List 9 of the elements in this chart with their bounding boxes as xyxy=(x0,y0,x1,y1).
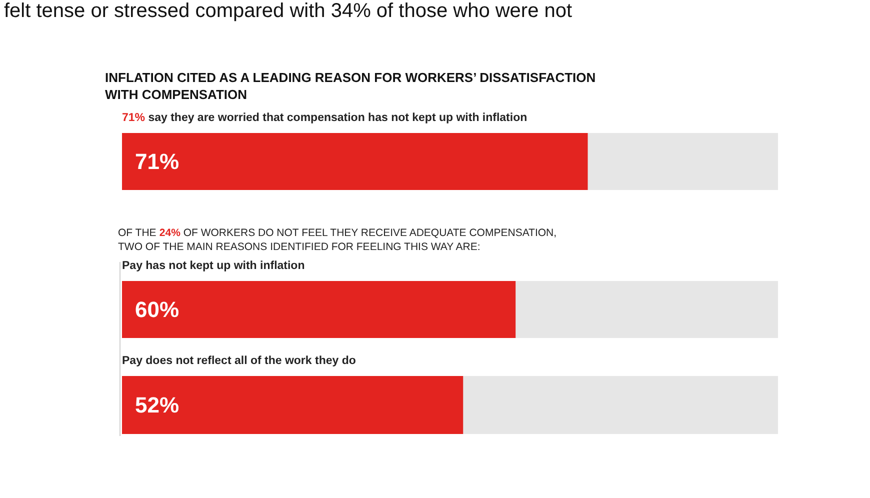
annotation: OF THE 24% OF WORKERS DO NOT FEEL THEY RECEIVE ADEQUATE COMPENSATION, TWO OF THE MAIN REASONS IDENTIFIED FOR FEELING THIS WAY ARE: xyxy=(118,227,557,253)
y-tick-label: Pay has not kept up with inflation xyxy=(122,260,305,272)
data-label: 71% xyxy=(135,149,180,174)
data-label: 52% xyxy=(135,392,180,418)
data-label: 60% xyxy=(135,297,180,322)
text: felt tense or stressed compared with 34% of those who were not xyxy=(4,0,573,22)
y-tick-label: 71% say they are worried that compensation has not kept up with inflation xyxy=(122,112,528,124)
y-tick-label: Pay does not reflect all of the work they do xyxy=(122,355,356,367)
text: INFLATION CITED AS A LEADING REASON FOR WORKERS’ DISSATISFACTION WITH COMPENSATION xyxy=(105,70,596,102)
